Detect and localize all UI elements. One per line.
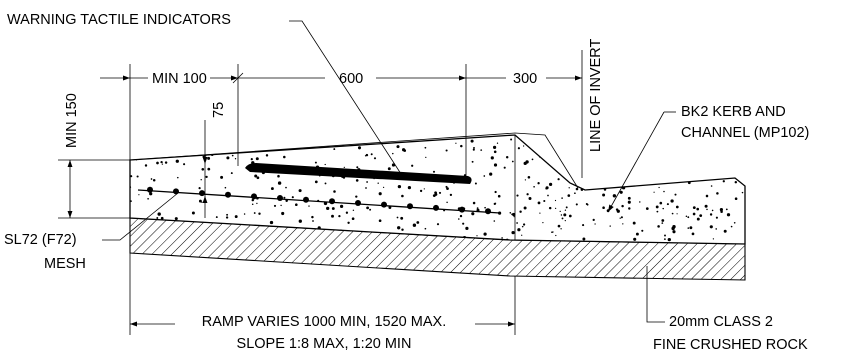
label-ramp-line2: SLOPE 1:8 MAX, 1:20 MIN <box>237 336 412 352</box>
dim-label-75: 75 <box>211 102 227 118</box>
label-ramp-line1: RAMP VARIES 1000 MIN, 1520 MAX. <box>202 314 446 330</box>
label-kerb-line1: BK2 KERB AND <box>681 104 786 120</box>
tactile-indicator-strip <box>245 163 472 184</box>
label-rock-line2: FINE CRUSHED ROCK <box>653 337 808 353</box>
label-warning-tactile: WARNING TACTILE INDICATORS <box>7 12 231 28</box>
leader-warning-tactile <box>289 20 404 178</box>
ramp-label-backing <box>175 308 475 358</box>
label-rock-line1: 20mm CLASS 2 <box>669 314 773 330</box>
dim-label-300: 300 <box>513 71 537 87</box>
label-mesh-line1: SL72 (F72) <box>4 232 77 248</box>
dim-label-min150: MIN 150 <box>64 93 80 148</box>
mesh-line <box>137 189 501 214</box>
dim-label-600: 600 <box>339 71 363 87</box>
leader-rock <box>646 266 665 323</box>
kerb-back-profile <box>129 132 579 189</box>
label-mesh-line2: MESH <box>44 256 86 272</box>
label-kerb-line2: CHANNEL (MP102) <box>681 125 809 141</box>
leader-kerb-b <box>607 111 665 213</box>
leader-mesh <box>102 192 179 241</box>
label-line-of-invert: LINE OF INVERT <box>588 39 604 152</box>
dim-tick-600-start <box>232 72 244 84</box>
mesh-bars <box>147 186 491 215</box>
dim-label-min100: MIN 100 <box>152 71 207 87</box>
